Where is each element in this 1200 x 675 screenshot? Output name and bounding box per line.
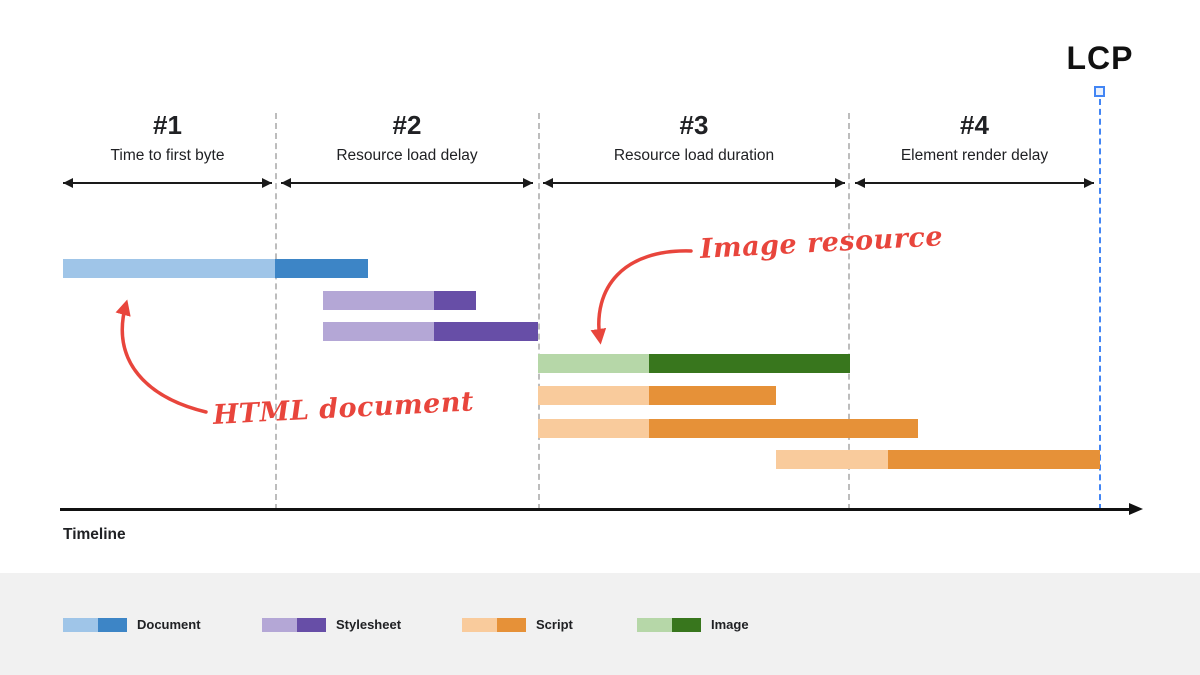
phase-1: #1 Time to first byte: [63, 110, 272, 188]
legend-item-script: Script: [462, 617, 573, 632]
legend-label-script: Script: [536, 617, 573, 632]
phase-3-label: Resource load duration: [613, 147, 775, 164]
phase-2-extent-arrow: [281, 178, 533, 188]
timeline-label: Timeline: [63, 526, 126, 543]
resource-bar-stylesheet-dark: [434, 291, 476, 310]
legend-swatch-stylesheet: [262, 617, 326, 632]
resource-bar-script-dark: [888, 450, 1100, 469]
resource-bar-document-light: [63, 259, 275, 278]
legend-label-image: Image: [711, 617, 749, 632]
resource-bar-script-light: [538, 386, 649, 405]
resource-bar-script-light: [776, 450, 888, 469]
legend-swatch-document: [63, 617, 127, 632]
lcp-marker-handle: [1094, 86, 1105, 97]
phase-2-number: #2: [392, 110, 422, 140]
phase-divider-1: [275, 113, 277, 510]
resource-bar-stylesheet-light: [323, 291, 434, 310]
legend-item-image: Image: [637, 617, 749, 632]
resource-bar-script-light: [538, 419, 649, 438]
legend-item-stylesheet: Stylesheet: [262, 617, 401, 632]
legend-swatch-script: [462, 617, 526, 632]
phase-1-label: Time to first byte: [110, 147, 225, 164]
phase-3: #3 Resource load duration: [543, 110, 845, 188]
phase-divider-2: [538, 113, 540, 510]
phase-1-number: #1: [153, 110, 182, 140]
resource-bar-script-dark: [649, 419, 918, 438]
resource-bar-stylesheet-light: [323, 322, 434, 341]
phase-divider-3: [848, 113, 850, 510]
resource-bar-image-dark: [649, 354, 850, 373]
phase-1-extent-arrow: [63, 178, 272, 188]
phase-3-extent-arrow: [543, 178, 845, 188]
lcp-label: LCP: [1066, 40, 1134, 76]
resource-bar-stylesheet-dark: [434, 322, 538, 341]
phase-4-extent-arrow: [855, 178, 1094, 188]
resource-bar-document-dark: [275, 259, 368, 278]
lcp-marker-line: [1099, 99, 1101, 510]
legend-item-document: Document: [63, 617, 201, 632]
phase-2-label: Resource load delay: [336, 147, 478, 164]
phase-3-number: #3: [679, 110, 709, 140]
resource-bar-script-dark: [649, 386, 776, 405]
phase-4-number: #4: [960, 110, 989, 140]
legend-swatch-image: [637, 617, 701, 632]
phase-2: #2 Resource load delay: [281, 110, 533, 188]
phase-4: #4 Element render delay: [855, 110, 1094, 188]
timeline-axis: [60, 503, 1143, 515]
legend-label-document: Document: [137, 617, 201, 632]
phase-4-label: Element render delay: [900, 147, 1049, 164]
legend-label-stylesheet: Stylesheet: [336, 617, 402, 632]
legend: Document Stylesheet Script Image: [0, 573, 1200, 675]
resource-bar-image-light: [538, 354, 649, 373]
